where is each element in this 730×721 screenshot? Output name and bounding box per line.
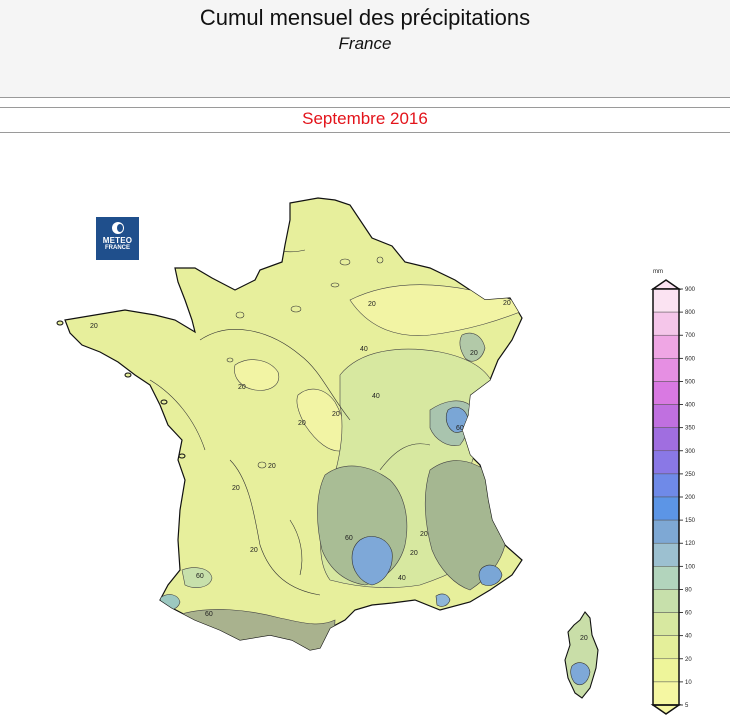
legend-tick-label: 40 [685, 634, 692, 640]
zone-wet-landes [181, 567, 213, 588]
zone-intense-var [435, 593, 451, 607]
legend-tick-label: 900 [685, 287, 696, 293]
legend-band [652, 381, 680, 405]
contour-label: 20 [410, 550, 418, 557]
legend-band [652, 658, 680, 683]
contour-label: 20 [268, 463, 276, 470]
legend-bottom-arrow [650, 704, 682, 715]
legend-tick-label: 80 [685, 587, 692, 593]
contour-labels: 20 20 40 40 20 20 20 20 60 20 20 60 20 2… [90, 300, 588, 642]
logo-text-line1: METEO [102, 236, 133, 245]
contour-label: 20 [298, 420, 306, 427]
logo-mark-icon [111, 222, 124, 234]
legend-tick-label: 120 [685, 541, 696, 547]
divider-bottom [0, 132, 730, 133]
legend-tick-label: 5 [685, 703, 689, 709]
contour-label: 20 [238, 384, 246, 391]
legend-unit-label: mm [653, 269, 663, 275]
contour-label: 20 [503, 300, 511, 307]
contour-label: 20 [368, 301, 376, 308]
precipitation-map: 20 20 40 40 20 20 20 20 60 20 20 60 20 2… [56, 197, 599, 699]
legend-tick-label: 600 [685, 356, 696, 362]
contour-label: 40 [360, 346, 368, 353]
legend-band [652, 427, 680, 452]
contour-label: 20 [250, 547, 258, 554]
legend-tick-label: 300 [685, 449, 696, 455]
legend-tick-label: 60 [685, 611, 692, 617]
legend-band [652, 542, 680, 567]
legend-tick-label: 250 [685, 472, 696, 478]
legend-band [652, 635, 680, 660]
zone-dry-northeast [349, 284, 522, 336]
legend-band [652, 496, 680, 521]
contour-label: 60 [345, 535, 353, 542]
precipitation-zones [149, 229, 522, 650]
legend-band [652, 334, 680, 359]
legend-band [652, 589, 680, 613]
legend-band [652, 358, 680, 382]
legend-band [652, 288, 680, 313]
legend-band [652, 311, 680, 336]
legend-tick-label: 500 [685, 379, 696, 385]
legend-labels: 900 800 700 600 500 400 350 300 250 200 150 120 100 8… [679, 287, 696, 709]
period-label: Septembre 2016 [302, 109, 428, 128]
legend-tick-label: 200 [685, 495, 696, 501]
divider-top [0, 107, 730, 108]
legend-band [652, 450, 680, 475]
zone-wet-vosges [459, 332, 486, 362]
legend-tick-label: 700 [685, 333, 696, 339]
coastal-islets [56, 320, 186, 459]
legend-band [652, 612, 680, 636]
contour-label: 20 [580, 635, 588, 642]
corsica-intense-zone [570, 662, 591, 685]
legend-top-arrow [650, 279, 682, 290]
contour-label: 20 [332, 411, 340, 418]
legend-band [652, 404, 680, 428]
legend-tick-label: 100 [685, 564, 696, 570]
contour-label: 20 [90, 323, 98, 330]
zone-dry-west [234, 359, 280, 391]
legend-tick-label: 10 [685, 680, 692, 686]
legend-tick-label: 350 [685, 426, 696, 432]
corsica-island [564, 611, 599, 699]
legend-band [652, 519, 680, 544]
contour-label: 20 [470, 350, 478, 357]
logo-text-line2: FRANCE [105, 245, 130, 251]
contour-label: 60 [456, 425, 464, 432]
zone-intense-nice [478, 564, 503, 586]
legend-tick-label: 150 [685, 518, 696, 524]
contour-label: 40 [372, 393, 380, 400]
color-scale-legend: mm 900 800 700 600 500 400 350 300 250 200 150 120 1… [650, 269, 696, 715]
contour-label: 60 [196, 573, 204, 580]
contour-label: 20 [420, 531, 428, 538]
contour-rings [226, 256, 384, 469]
page-title: Cumul mensuel des précipitations [199, 5, 531, 30]
legend-band [652, 681, 680, 706]
legend-tick-label: 20 [685, 657, 692, 663]
contour-label: 60 [205, 611, 213, 618]
legend-tick-label: 400 [685, 403, 696, 409]
meteo-france-logo: METEO FRANCE [96, 217, 139, 260]
contour-label: 20 [232, 485, 240, 492]
legend-band [652, 566, 680, 590]
contour-label: 40 [398, 575, 406, 582]
legend-band [652, 473, 680, 498]
legend-bands [650, 279, 682, 715]
legend-tick-label: 800 [685, 310, 696, 316]
page-subtitle: France [338, 34, 392, 53]
header-panel: Cumul mensuel des précipitations France [0, 0, 730, 98]
zone-intense-cevennes [351, 536, 393, 586]
